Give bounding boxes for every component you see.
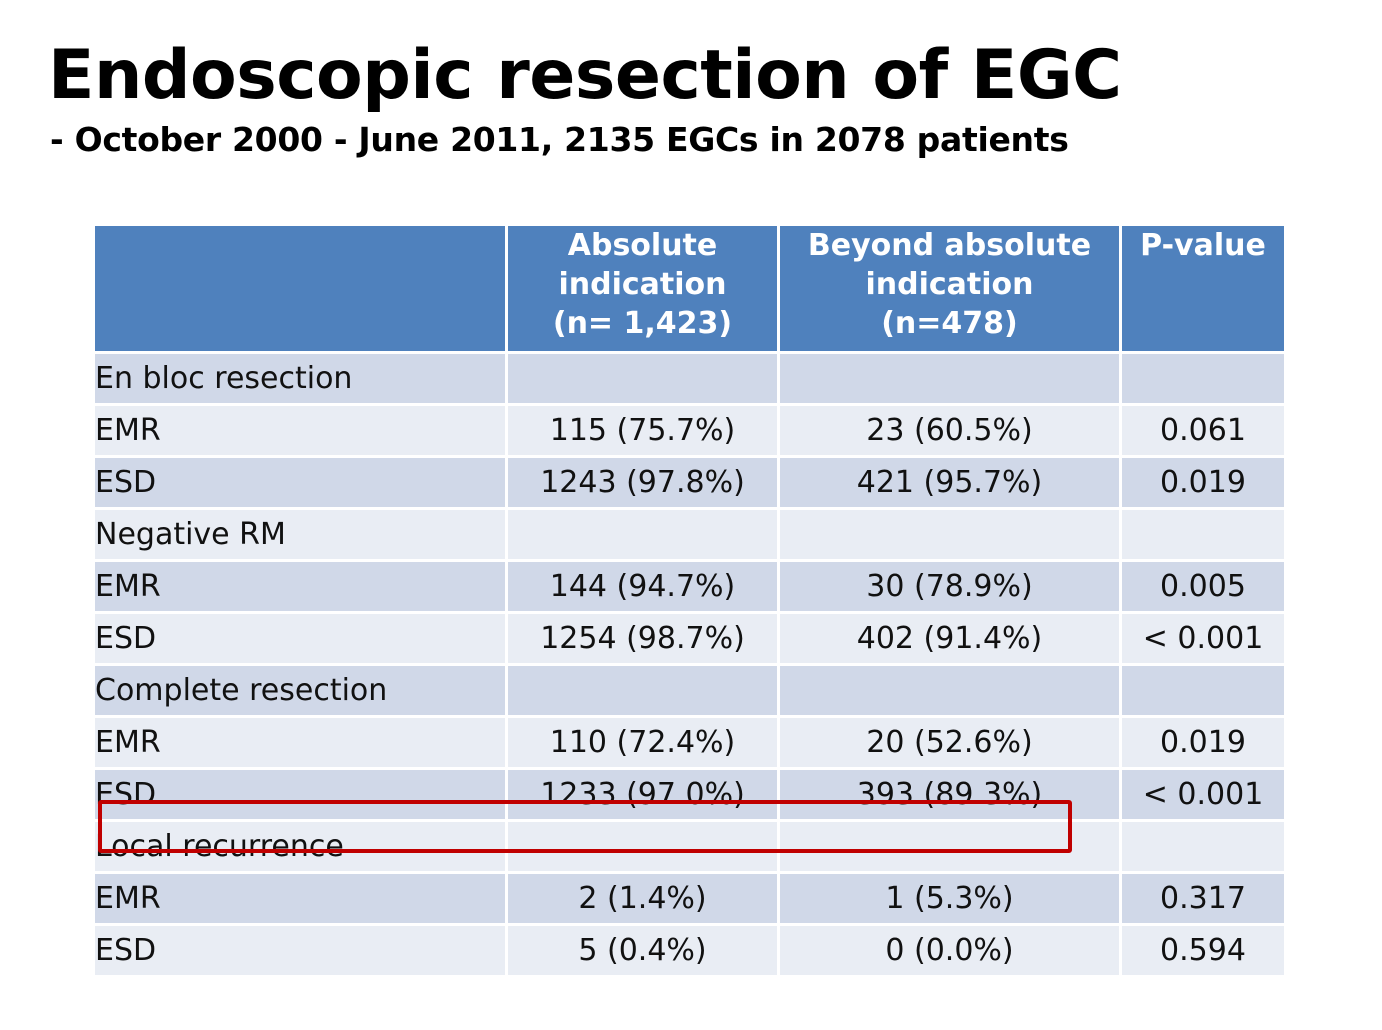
row-label: En bloc resection — [92, 351, 508, 406]
table-row-group-local-recurrence: Local recurrence — [92, 819, 1287, 874]
table-row: EMR 2 (1.4%) 1 (5.3%) 0.317 — [92, 871, 1287, 926]
cell-beyond: 421 (95.7%) — [777, 455, 1122, 510]
cell-absolute — [505, 507, 780, 562]
cell-p-value: < 0.001 — [1119, 611, 1287, 666]
table-row: ESD 1254 (98.7%) 402 (91.4%) < 0.001 — [92, 611, 1287, 666]
header-absolute-indication: Absolute indication (n= 1,423) — [505, 223, 780, 354]
cell-absolute — [505, 819, 780, 874]
cell-absolute: 5 (0.4%) — [505, 923, 780, 978]
table-row: ESD 1243 (97.8%) 421 (95.7%) 0.019 — [92, 455, 1287, 510]
table-row: EMR 110 (72.4%) 20 (52.6%) 0.019 — [92, 715, 1287, 770]
cell-beyond: 23 (60.5%) — [777, 403, 1122, 458]
cell-beyond: 0 (0.0%) — [777, 923, 1122, 978]
row-label: EMR — [92, 871, 508, 926]
row-label: ESD — [92, 923, 508, 978]
cell-beyond: 30 (78.9%) — [777, 559, 1122, 614]
row-label: ESD — [92, 767, 508, 822]
header-p-value: P-value — [1119, 223, 1287, 354]
header-absolute-line1: Absolute — [567, 228, 718, 263]
table-row-group-negative-rm: Negative RM — [92, 507, 1287, 562]
cell-p-value — [1119, 507, 1287, 562]
row-label: Complete resection — [92, 663, 508, 718]
cell-beyond: 402 (91.4%) — [777, 611, 1122, 666]
cell-p-value: 0.594 — [1119, 923, 1287, 978]
cell-p-value: 0.317 — [1119, 871, 1287, 926]
cell-beyond — [777, 663, 1122, 718]
header-absolute-line2: indication — [558, 267, 727, 302]
cell-absolute — [505, 351, 780, 406]
header-beyond-line2: indication — [865, 267, 1034, 302]
row-label: ESD — [92, 455, 508, 510]
row-label: Local recurrence — [92, 819, 508, 874]
row-label: EMR — [92, 715, 508, 770]
cell-p-value: 0.005 — [1119, 559, 1287, 614]
header-absolute-line3: (n= 1,423) — [552, 306, 733, 341]
cell-beyond: 1 (5.3%) — [777, 871, 1122, 926]
cell-absolute — [505, 663, 780, 718]
cell-beyond: 20 (52.6%) — [777, 715, 1122, 770]
table-row: ESD 5 (0.4%) 0 (0.0%) 0.594 — [92, 923, 1287, 978]
cell-absolute: 1243 (97.8%) — [505, 455, 780, 510]
cell-p-value: 0.019 — [1119, 715, 1287, 770]
table-row: EMR 144 (94.7%) 30 (78.9%) 0.005 — [92, 559, 1287, 614]
row-label: Negative RM — [92, 507, 508, 562]
cell-beyond — [777, 351, 1122, 406]
table-row-group-en-bloc: En bloc resection — [92, 351, 1287, 406]
cell-absolute: 1254 (98.7%) — [505, 611, 780, 666]
cell-absolute: 144 (94.7%) — [505, 559, 780, 614]
table-row: EMR 115 (75.7%) 23 (60.5%) 0.061 — [92, 403, 1287, 458]
cell-p-value: < 0.001 — [1119, 767, 1287, 822]
cell-p-value — [1119, 663, 1287, 718]
cell-absolute: 2 (1.4%) — [505, 871, 780, 926]
cell-p-value: 0.019 — [1119, 455, 1287, 510]
cell-absolute: 115 (75.7%) — [505, 403, 780, 458]
table-row-group-complete-resection: Complete resection — [92, 663, 1287, 718]
row-label: EMR — [92, 559, 508, 614]
header-beyond-absolute-indication: Beyond absolute indication (n=478) — [777, 223, 1122, 354]
cell-absolute: 110 (72.4%) — [505, 715, 780, 770]
table-row-highlighted: ESD 1233 (97.0%) 393 (89.3%) < 0.001 — [92, 767, 1287, 822]
cell-p-value — [1119, 351, 1287, 406]
cell-absolute: 1233 (97.0%) — [505, 767, 780, 822]
table-header-row: Absolute indication (n= 1,423) Beyond ab… — [92, 223, 1287, 354]
header-beyond-line1: Beyond absolute — [807, 228, 1092, 263]
cell-beyond — [777, 507, 1122, 562]
header-empty-cell — [92, 223, 508, 354]
cell-beyond: 393 (89.3%) — [777, 767, 1122, 822]
row-label: EMR — [92, 403, 508, 458]
slide-title: Endoscopic resection of EGC — [48, 36, 1122, 115]
cell-p-value — [1119, 819, 1287, 874]
results-table: Absolute indication (n= 1,423) Beyond ab… — [92, 223, 1287, 978]
header-beyond-line3: (n=478) — [881, 306, 1018, 341]
slide-subtitle: - October 2000 - June 2011, 2135 EGCs in… — [50, 120, 1069, 159]
cell-beyond — [777, 819, 1122, 874]
row-label: ESD — [92, 611, 508, 666]
cell-p-value: 0.061 — [1119, 403, 1287, 458]
